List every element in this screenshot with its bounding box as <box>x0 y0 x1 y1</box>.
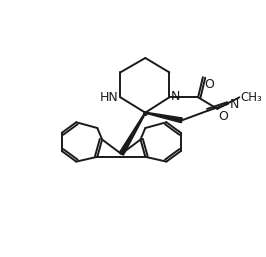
Text: N: N <box>171 90 181 103</box>
Text: CH₃: CH₃ <box>240 91 262 104</box>
Text: N: N <box>230 98 239 111</box>
Text: HN: HN <box>100 91 118 104</box>
Polygon shape <box>145 112 182 123</box>
Text: O: O <box>204 78 214 91</box>
Polygon shape <box>119 112 146 155</box>
Text: O: O <box>218 110 228 123</box>
